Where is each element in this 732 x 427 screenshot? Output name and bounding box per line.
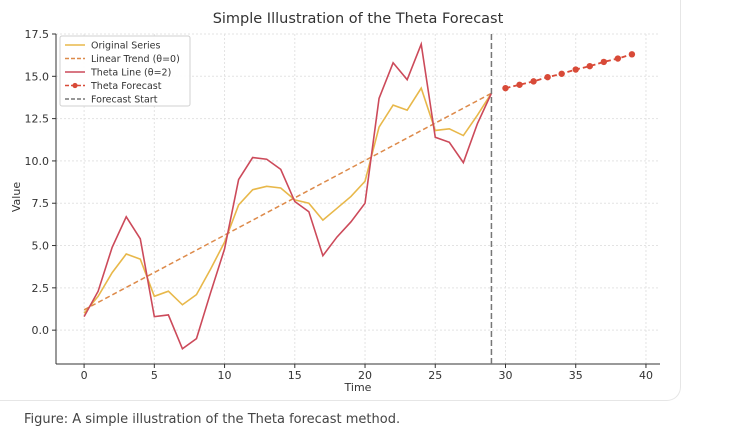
legend-entry: Forecast Start — [65, 95, 158, 106]
axes: 0 5 10 15 20 25 30 35 40 0.0 2.5 5.0 7.5 10.0 12.5 15.0… — [25, 28, 660, 382]
x-tick-label: 5 — [151, 369, 158, 382]
y-tick-label: 5.0 — [32, 240, 50, 253]
y-tick-label: 12.5 — [25, 113, 50, 126]
x-tick-label: 0 — [81, 369, 88, 382]
forecast-point — [600, 58, 608, 66]
forecast-point — [586, 62, 593, 70]
forecast-point — [572, 66, 579, 73]
legend-entry: Theta Forecast — [65, 81, 162, 92]
legend-box — [59, 35, 191, 107]
y-tick-label: 15.0 — [25, 70, 50, 83]
forecast-point — [502, 84, 509, 92]
legend-entry: Original Series — [65, 41, 160, 52]
legend-label: Theta Forecast — [90, 81, 162, 92]
y-tick-label: 2.5 — [32, 282, 50, 295]
legend: Original Series Linear Trend (θ=0) Theta L… — [59, 35, 191, 107]
figure-caption: Figure: A simple illustration of the The… — [24, 412, 401, 427]
x-tick-label: 10 — [218, 369, 232, 382]
series-line-1 — [83, 92, 492, 311]
legend-entry: Linear Trend (θ=0) — [65, 54, 180, 65]
x-tick-label: 30 — [498, 369, 512, 382]
forecast-point — [516, 81, 523, 88]
y-tick-label: 17.5 — [25, 28, 50, 41]
x-tick-label: 40 — [639, 369, 653, 382]
x-tick-label: 35 — [569, 369, 583, 382]
x-tick-label: 25 — [428, 369, 442, 382]
legend-label: Theta Line (θ=2) — [90, 68, 171, 79]
legend-label: Linear Trend (θ=0) — [91, 54, 180, 65]
forecast-point — [628, 51, 636, 58]
y-tick-label: 10.0 — [25, 155, 50, 168]
x-tick-label: 20 — [358, 369, 372, 382]
x-tick-label: 15 — [288, 369, 302, 382]
chart-title: Simple Illustration of the Theta Forecas… — [213, 11, 504, 27]
y-tick-label: 0.0 — [32, 324, 50, 337]
x-axis-label: Time — [344, 381, 372, 394]
series-line-2 — [83, 41, 493, 351]
chart-card: 0 5 10 15 20 25 30 35 40 0.0 2.5 5.0 7.5 10.0 12.5 15.0… — [0, 0, 681, 401]
series-line-0 — [83, 86, 493, 314]
legend-entry: Theta Line (θ=2) — [65, 68, 171, 79]
forecast-point — [544, 73, 551, 81]
series-layer — [83, 34, 636, 364]
forecast-point — [614, 55, 622, 62]
chart-svg: 0 5 10 15 20 25 30 35 40 0.0 2.5 5.0 7.5 10.0 12.5 15.0… — [10, 11, 660, 394]
legend-label: Original Series — [91, 41, 160, 52]
y-tick-label: 7.5 — [32, 197, 50, 210]
legend-label: Forecast Start — [91, 95, 158, 106]
series-line-3 — [505, 53, 633, 90]
legend-marker — [72, 82, 78, 89]
forecast-point — [530, 78, 537, 85]
y-axis-label: Value — [10, 182, 23, 212]
forecast-point — [558, 70, 565, 77]
